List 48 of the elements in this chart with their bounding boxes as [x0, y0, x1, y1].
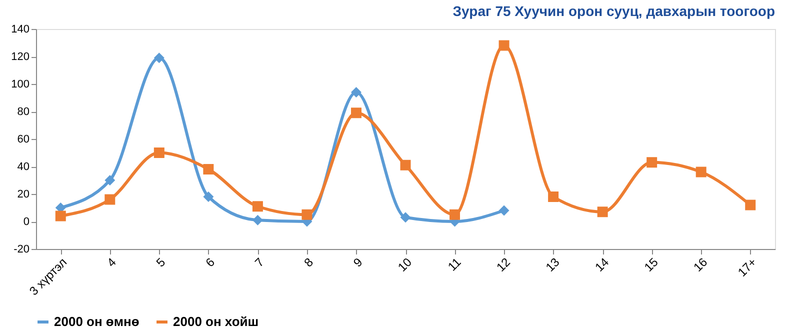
point — [55, 210, 66, 222]
y-tick-label: 60 — [17, 134, 30, 146]
point — [597, 206, 608, 218]
y-tick-label: 140 — [11, 24, 30, 36]
point — [450, 209, 460, 220]
x-tick-label: 4 — [104, 254, 120, 270]
point — [548, 192, 559, 202]
x-tick-label: 14 — [592, 254, 612, 274]
point — [498, 40, 510, 51]
point — [302, 209, 312, 220]
y-tick-label: 80 — [17, 106, 30, 118]
point — [350, 87, 362, 98]
x-tick-label: 8 — [301, 254, 316, 270]
point — [745, 200, 756, 210]
y-tick-label: 20 — [17, 188, 30, 200]
x-tick-label: 13 — [542, 254, 563, 274]
point — [203, 192, 214, 202]
x-tick-label: 10 — [395, 254, 415, 274]
legend-label: 2000 он хойш — [173, 314, 259, 329]
point — [252, 214, 263, 226]
x-tick-label: 5 — [154, 254, 168, 270]
point — [203, 164, 214, 174]
y-tick-label: 120 — [11, 51, 30, 63]
x-tick-label: 9 — [350, 254, 366, 270]
point — [154, 52, 164, 64]
x-tick-label: 16 — [690, 254, 710, 274]
point — [350, 108, 362, 118]
point — [400, 160, 411, 170]
x-tick-label: 6 — [202, 254, 218, 270]
y-tick-label: 100 — [11, 78, 30, 90]
point — [646, 157, 658, 168]
point — [104, 194, 116, 205]
y-tick-label: 0 — [23, 216, 30, 228]
x-tick-label: 17+ — [735, 255, 760, 280]
x-tick-label: 11 — [445, 254, 464, 274]
y-tick-label: -20 — [14, 244, 30, 256]
legend-label: 2000 он өмнө — [54, 314, 140, 329]
point — [696, 166, 706, 178]
x-tick-label: 7 — [252, 254, 267, 270]
point — [498, 205, 510, 216]
x-tick-label: 15 — [641, 254, 662, 274]
y-tick-label: 40 — [17, 161, 30, 173]
point — [252, 201, 263, 212]
point — [154, 148, 164, 158]
point — [400, 212, 411, 223]
point — [104, 175, 116, 186]
x-tick-label: 12 — [494, 254, 514, 274]
chart-title: Зураг 75 Хуучин орон сууц, давхарын тоогоор — [452, 3, 775, 19]
